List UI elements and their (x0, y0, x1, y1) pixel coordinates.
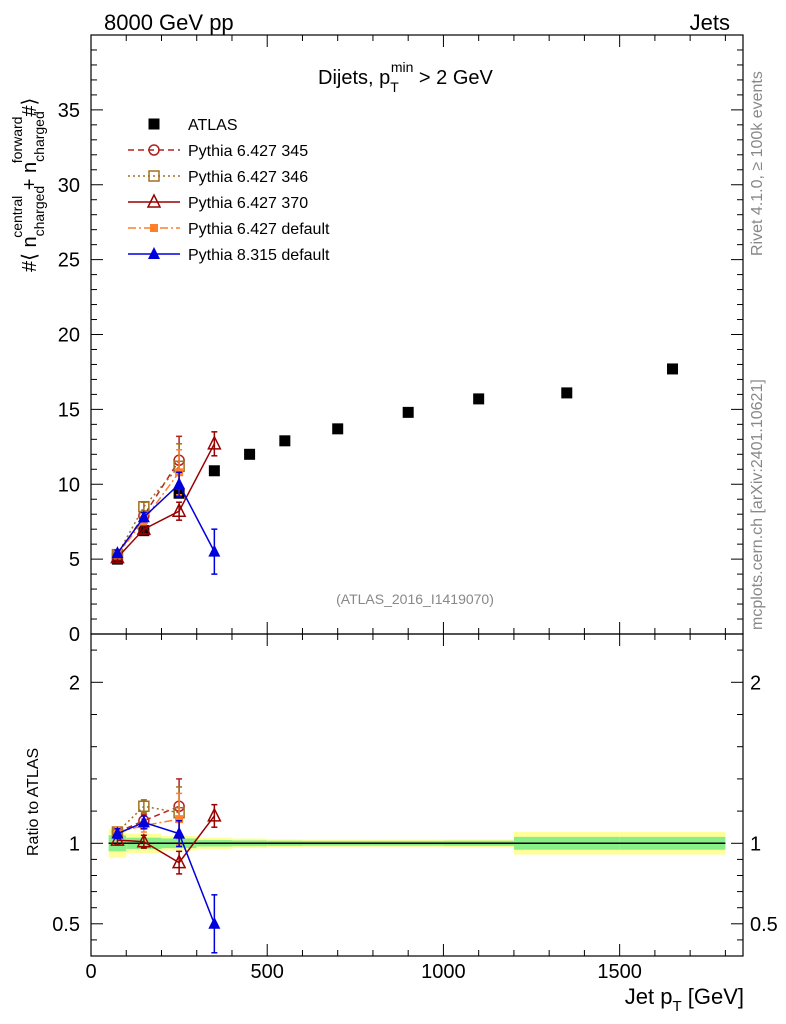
legend-label: Pythia 6.427 370 (188, 195, 308, 212)
main-3-point (136, 520, 152, 535)
main-0-point (473, 393, 485, 405)
ratio-xlabel-sub: T (672, 998, 681, 1015)
ratio-x-tick-label: 0 (85, 961, 96, 983)
legend-label: Pythia 6.427 default (188, 221, 330, 238)
main-5-point (208, 544, 221, 557)
ratio-plot: 0.5 0.5 1 1 2 2 0 500 1000 1500 Ratio to ATLAS Je… (25, 633, 778, 1015)
main-2-line (116, 465, 180, 555)
ratio-2-line (117, 815, 215, 864)
y-tick-label: 5 (69, 549, 80, 571)
main-0-point (402, 406, 414, 418)
ratio-2-point (136, 833, 152, 848)
ratio-ylabel: Ratio to ATLAS (25, 748, 42, 856)
legend-item: Pythia 8.315 default (128, 247, 330, 264)
main-ylabel-post: #⟩ (19, 98, 41, 117)
ratio-xlabel: Jet pT [GeV] (625, 984, 744, 1015)
y-tick-label: 15 (58, 399, 80, 421)
ratio-4-point (208, 916, 221, 929)
legend-marker (148, 170, 160, 182)
main-0-point (279, 435, 291, 447)
main-5-line (116, 483, 216, 554)
main-ylabel-pre: #⟨ n (19, 236, 41, 272)
side-rivet: Rivet 4.1.0, ≥ 100k events (749, 71, 766, 256)
main-5-series (111, 471, 221, 575)
main-0-point (667, 363, 679, 375)
main-title-pre: Dijets, p (318, 67, 390, 89)
y-tick-label: 35 (58, 100, 80, 122)
legend-item: Pythia 6.427 345 (128, 143, 308, 160)
legend-marker (150, 224, 158, 232)
ratio-4-point (173, 826, 186, 839)
main-3-point (171, 502, 187, 517)
ratio-4-line (117, 821, 216, 925)
main-0-point (561, 387, 573, 399)
main-0-point (244, 448, 256, 460)
main-ylabel-sup1: central (9, 196, 25, 238)
legend-item: Pythia 6.427 370 (128, 193, 308, 212)
ratio-4-series (111, 815, 221, 954)
ratio-2-point (171, 853, 187, 869)
main-ylabel-sub1: charged (31, 186, 47, 237)
legend-item: Pythia 6.427 default (128, 221, 330, 238)
legend-label: Pythia 6.427 345 (188, 143, 308, 160)
ratio-plot-frame (90, 633, 744, 957)
main-5-point (111, 546, 124, 559)
ratio-y-tick-label: 1 (69, 833, 80, 855)
ratio-y-tick-label: 2 (69, 672, 80, 694)
legend-marker (146, 193, 162, 208)
ratio-x-tick-label: 500 (251, 961, 284, 983)
main-5-point (173, 477, 186, 490)
legend-marker (148, 247, 160, 259)
main-title: Dijets, pTmin > 2 GeV (318, 59, 494, 95)
y-tick-label: 30 (58, 175, 80, 197)
main-0-point (208, 465, 220, 477)
ratio-xlabel-pre: Jet p (625, 984, 673, 1009)
legend: ATLAS Pythia 6.427 345 Pythia 6.427 346 Pyt… (128, 117, 330, 264)
legend-label: Pythia 6.427 346 (188, 169, 308, 186)
watermark: (ATLAS_2016_I1419070) (336, 591, 494, 607)
ratio-x-tick-label: 1500 (597, 961, 642, 983)
main-0-series (111, 363, 679, 565)
ratio-1-point (138, 800, 150, 813)
main-3-series (110, 431, 222, 564)
main-title-sup: min (391, 59, 414, 75)
main-2-series (111, 443, 185, 561)
main-3-point (207, 435, 222, 450)
ratio-xlabel-post: [GeV] (682, 984, 744, 1009)
main-ylabel-sup2: forward (9, 117, 25, 164)
main-0-point (332, 423, 344, 435)
main-5-point (137, 510, 150, 523)
legend-item: Pythia 6.427 346 (128, 169, 308, 186)
header-right: Jets (690, 10, 730, 35)
main-ylabel: #⟨ nchargedcentral + nchargedforward#⟩ (9, 98, 47, 272)
y-tick-label: 20 (58, 325, 80, 347)
y-tick-label: 10 (58, 474, 80, 496)
main-plot: 0 5 10 15 20 25 30 35 (ATLAS_2016_I1419070) Dij… (9, 34, 744, 646)
main-title-sub: T (390, 79, 399, 95)
ratio-2-point (207, 807, 222, 822)
main-ylabel-sub2: charged (31, 111, 47, 162)
side-mcplots: mcplots.cern.ch [arXiv:2401.10621] (749, 379, 766, 630)
legend-marker (148, 144, 160, 156)
main-3-line (116, 443, 216, 559)
ratio-x-tick-label: 1000 (421, 961, 466, 983)
legend-label: ATLAS (188, 117, 238, 134)
ratio-4-point (111, 826, 124, 839)
ratio-y-tick-label-right: 2 (750, 672, 761, 694)
legend-item: ATLAS (148, 117, 238, 134)
legend-marker (148, 118, 160, 130)
main-ylabel-mid: + n (19, 162, 41, 196)
y-tick-label: 25 (58, 250, 80, 272)
ratio-y-tick-label-right: 1 (750, 833, 761, 855)
ratio-y-tick-label: 0.5 (52, 914, 80, 936)
ratio-y-tick-label-right: 0.5 (750, 914, 778, 936)
main-title-post: > 2 GeV (413, 67, 493, 89)
ratio-4-point (137, 815, 150, 828)
legend-label: Pythia 8.315 default (188, 247, 330, 264)
ratio-3-point (175, 815, 184, 824)
main-1-series (111, 435, 185, 561)
y-tick-label: 0 (69, 624, 80, 646)
header-left: 8000 GeV pp (104, 10, 234, 35)
